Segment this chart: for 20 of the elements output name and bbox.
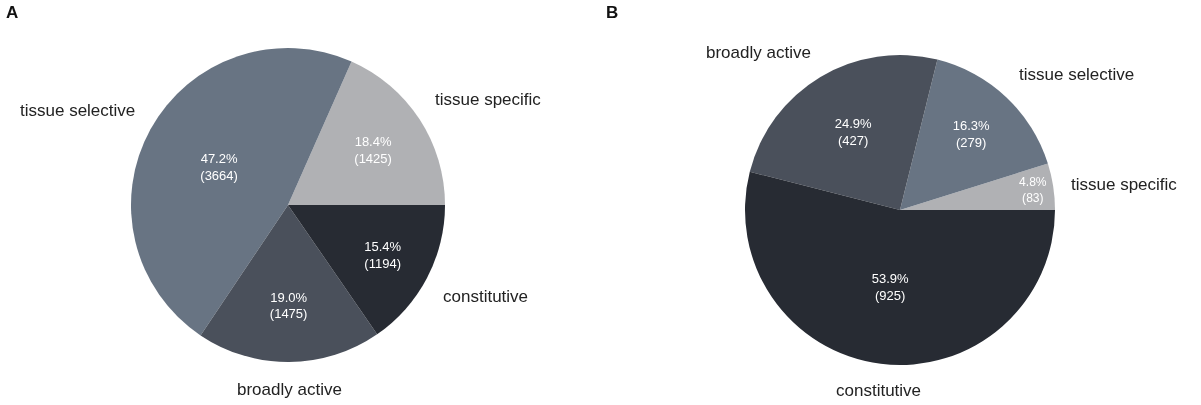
slice-label: tissue specific bbox=[435, 90, 542, 109]
data-label: 18.4% (1425) bbox=[354, 133, 392, 166]
slice-label: tissue selective bbox=[1019, 65, 1135, 84]
pie-slice bbox=[900, 163, 1055, 210]
data-label: 47.2% (3664) bbox=[200, 151, 238, 183]
slice-label: constitutive bbox=[443, 287, 529, 306]
slice-label: constitutive bbox=[836, 381, 922, 400]
data-label: 53.9% (925) bbox=[871, 270, 910, 303]
data-label: 4.8% (83) bbox=[1019, 174, 1047, 205]
data-label: 15.4% (1194) bbox=[364, 238, 402, 271]
slice-label: tissue specific bbox=[1071, 175, 1178, 194]
pie-slice bbox=[745, 171, 1055, 365]
data-label: 19.0% (1475) bbox=[269, 289, 308, 322]
slice-label: tissue selective bbox=[20, 101, 136, 120]
data-label: 16.3% (279) bbox=[952, 118, 990, 151]
slice-label: broadly active bbox=[706, 43, 811, 62]
data-label: 24.9% (427) bbox=[834, 116, 872, 148]
slice-label: broadly active bbox=[237, 380, 342, 399]
chart-title: B bbox=[606, 2, 619, 22]
chart-title: A bbox=[6, 2, 19, 22]
